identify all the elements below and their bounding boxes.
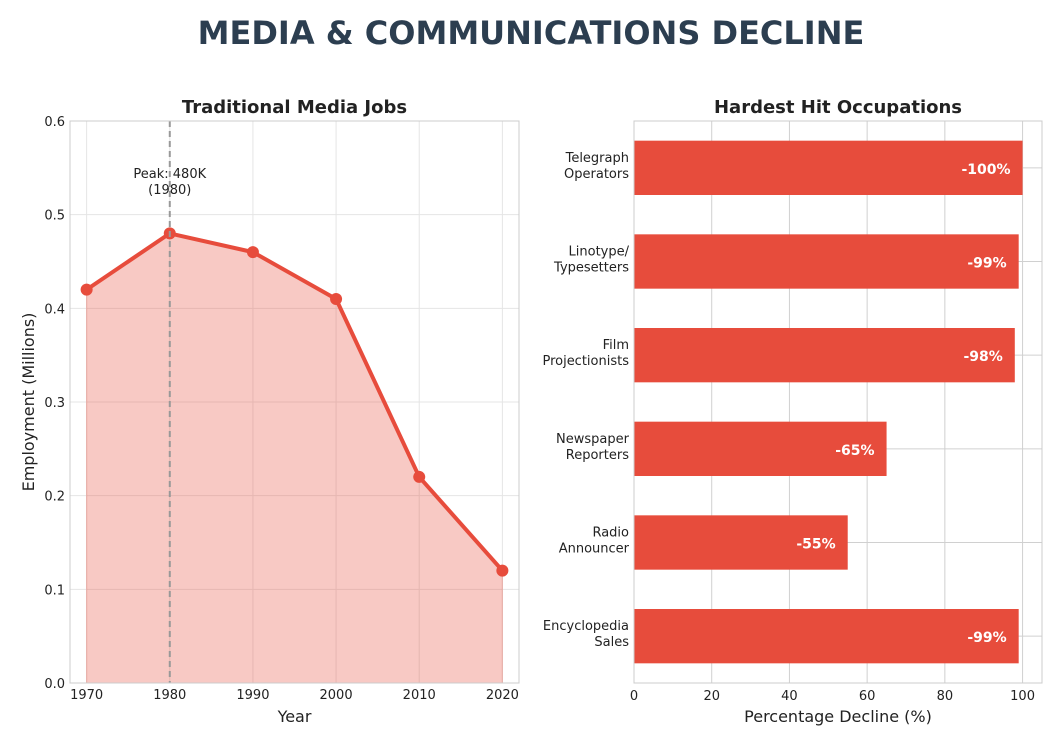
y-tick-label: Film	[603, 338, 629, 353]
data-point	[413, 470, 426, 483]
x-tick-label: 2020	[486, 688, 519, 703]
bar-value-label: -98%	[963, 349, 1002, 365]
data-point	[80, 283, 93, 296]
bar-value-label: -65%	[835, 443, 874, 459]
figure-title: MEDIA & COMMUNICATIONS DECLINE	[197, 14, 865, 52]
data-point	[246, 246, 259, 259]
x-tick-label: 1970	[70, 688, 103, 703]
y-axis-label: Employment (Millions)	[19, 313, 38, 492]
x-tick-label: 2000	[320, 688, 353, 703]
x-tick-label: 20	[703, 689, 720, 704]
x-tick-label: 1990	[236, 688, 269, 703]
x-axis-label: Percentage Decline (%)	[744, 707, 932, 726]
bar	[634, 421, 887, 476]
bar	[634, 515, 848, 570]
chart-title: Hardest Hit Occupations	[714, 97, 962, 118]
bar-value-label: -100%	[962, 162, 1011, 178]
data-point	[330, 292, 343, 305]
bar-value-label: -99%	[967, 630, 1006, 646]
area-fill	[86, 232, 503, 684]
x-tick-label: 0	[630, 689, 638, 704]
y-tick-label: 0.1	[44, 583, 65, 598]
chart-title: Traditional Media Jobs	[182, 97, 407, 118]
y-tick-label: Reporters	[566, 448, 629, 463]
y-tick-label: Typesetters	[553, 261, 629, 276]
y-tick-label: Sales	[594, 635, 629, 650]
x-tick-label: 1980	[153, 688, 186, 703]
series-line	[85, 231, 504, 572]
y-tick-label: 0.4	[44, 302, 65, 317]
y-tick-label: Announcer	[559, 542, 630, 557]
x-tick-label: 40	[781, 689, 798, 704]
y-tick-label: Encyclopedia	[543, 619, 629, 634]
y-tick-label: Telegraph	[565, 151, 629, 166]
x-axis-label: Year	[277, 707, 312, 726]
y-tick-label: 0.6	[44, 115, 65, 130]
y-tick-label: 0.3	[44, 396, 65, 411]
y-tick-label: 0.2	[44, 490, 65, 505]
data-point	[496, 564, 509, 577]
annotation-text: Peak: 480K	[133, 167, 206, 182]
bar	[634, 234, 1019, 289]
annotation-text: (1980)	[148, 183, 191, 198]
plot-frame	[69, 120, 520, 684]
bar	[634, 328, 1015, 383]
y-tick-label: Linotype/	[569, 245, 630, 260]
bar-value-label: -99%	[967, 256, 1006, 272]
y-tick-label: 0.0	[44, 677, 65, 692]
plot-frame	[633, 120, 1043, 684]
x-tick-label: 2010	[403, 688, 436, 703]
bar	[634, 140, 1023, 195]
bar	[634, 609, 1019, 664]
y-tick-label: 0.5	[44, 209, 65, 224]
x-tick-label: 100	[1010, 689, 1035, 704]
y-tick-label: Projectionists	[542, 354, 629, 369]
y-tick-label: Newspaper	[556, 432, 630, 447]
x-tick-label: 60	[859, 689, 876, 704]
x-tick-label: 80	[937, 689, 954, 704]
y-tick-label: Radio	[592, 526, 629, 541]
y-tick-label: Operators	[564, 167, 629, 182]
bar-value-label: -55%	[796, 537, 835, 553]
